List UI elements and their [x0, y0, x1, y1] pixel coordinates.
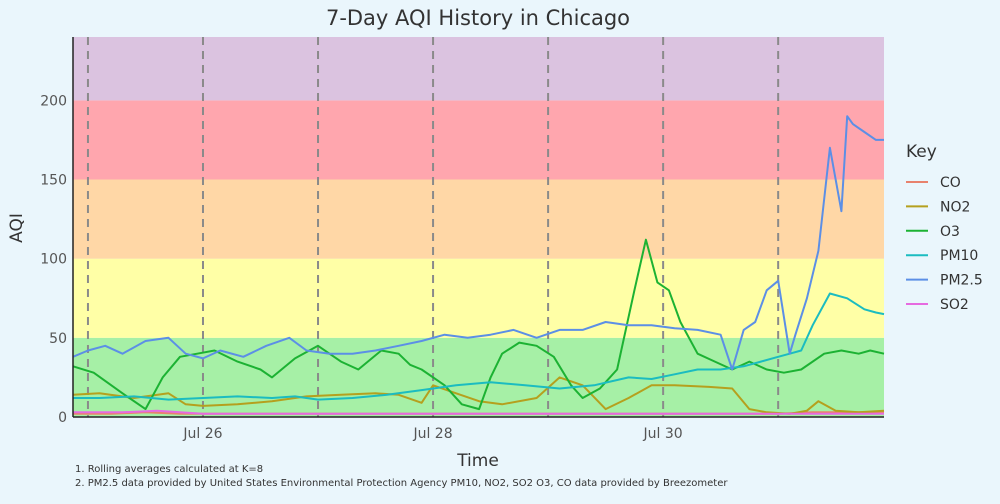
axes: 0 50 100 150 200 Jul 26 Jul 28 Jul 30 — [40, 37, 884, 442]
series-line-pm25 — [72, 115, 884, 371]
x-tick-label: Jul 28 — [412, 426, 452, 442]
x-tick-label: Jul 26 — [182, 426, 222, 442]
x-axis-label: Time — [456, 451, 499, 471]
legend-title: Key — [906, 142, 937, 162]
series-lines — [72, 115, 885, 415]
legend-label-pm10: PM10 — [940, 248, 978, 264]
day-boundary-lines — [86, 37, 780, 417]
series-line-o3 — [72, 238, 885, 411]
legend-label-so2: SO2 — [940, 297, 969, 313]
aqi-band-1 — [73, 258, 884, 338]
y-tick-label-150: 150 — [40, 173, 67, 189]
y-tick-label-0: 0 — [58, 410, 67, 426]
y-axis-label: AQI — [7, 213, 27, 243]
series-line-so2 — [73, 409, 884, 415]
aqi-category-bands — [73, 37, 884, 417]
series-line-pm10 — [73, 292, 885, 401]
aqi-band-3 — [73, 100, 884, 180]
footnote-1: 1. Rolling averages calculated at K=8 — [75, 464, 263, 475]
legend-label-o3: O3 — [940, 224, 960, 240]
legend-label-pm25: PM2.5 — [940, 273, 983, 289]
legend-label-co: CO — [940, 175, 961, 191]
footnote-2: 2. PM2.5 data provided by United States … — [75, 478, 728, 489]
x-tick-label: Jul 30 — [643, 426, 683, 442]
y-tick-label-50: 50 — [49, 331, 67, 347]
aqi-band-2 — [73, 179, 884, 259]
legend-label-no2: NO2 — [940, 199, 970, 215]
aqi-band-4 — [73, 37, 884, 101]
y-tick-label-100: 100 — [40, 252, 67, 268]
chart-title: 7-Day AQI History in Chicago — [326, 6, 630, 30]
legend: Key CO NO2 O3 PM10 PM2.5 SO2 — [906, 142, 983, 313]
y-tick-label-200: 200 — [40, 93, 67, 109]
